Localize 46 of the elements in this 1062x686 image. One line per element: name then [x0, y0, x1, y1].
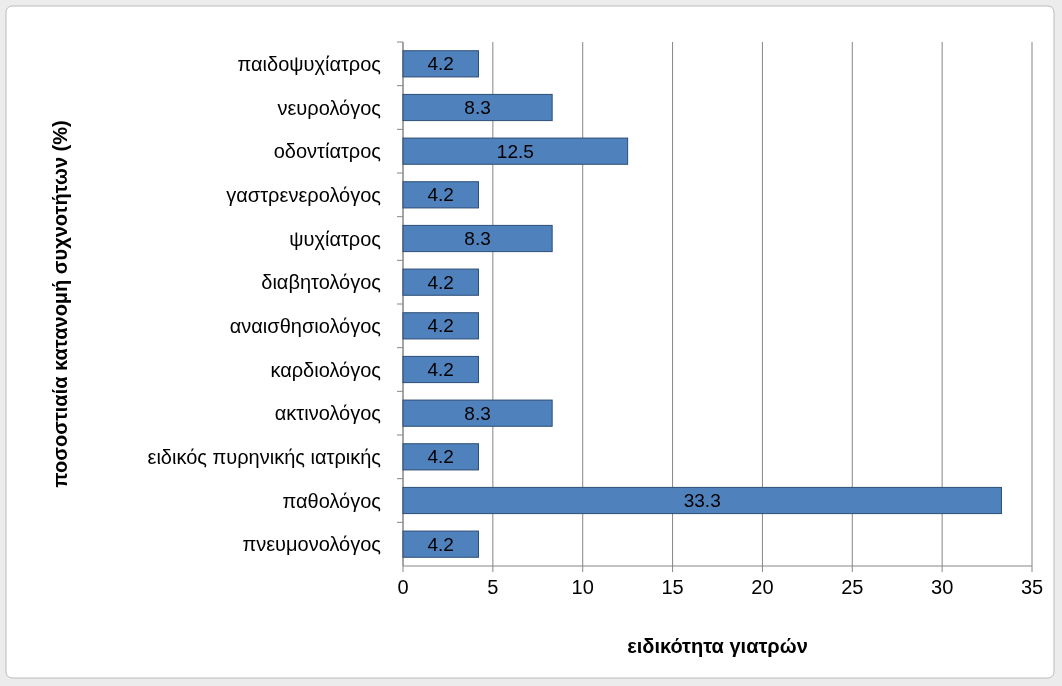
bar	[402, 399, 553, 427]
y-tick-label: διαβητολόγος	[261, 271, 382, 294]
data-label: 4.2	[427, 271, 454, 293]
x-tick-label: 5	[487, 576, 499, 598]
y-tick-label: ειδικός πυρηνικής ιατρικής	[147, 445, 382, 468]
x-tick-label: 25	[841, 576, 864, 598]
bar	[402, 355, 479, 384]
y-tick-label: οδοντίατρος	[273, 140, 382, 163]
data-label: 4.2	[427, 53, 454, 75]
x-tick-label: 0	[397, 576, 409, 598]
y-tick-label: ακτινολόγος	[274, 402, 382, 425]
data-label: 4.2	[427, 184, 454, 206]
data-label: 8.3	[464, 402, 491, 424]
x-tick-label: 15	[661, 576, 684, 598]
x-axis-title: ειδικότητα γιατρών	[627, 635, 808, 657]
data-label: 12.5	[496, 140, 534, 162]
bar	[402, 93, 553, 122]
bar	[402, 486, 1002, 515]
bar	[402, 137, 629, 165]
x-tick-label: 30	[931, 576, 954, 598]
x-tick-label: 35	[1020, 576, 1044, 598]
data-label: 33.3	[683, 490, 721, 512]
x-tick-label: 10	[571, 576, 594, 598]
y-tick-label: γαστρενερολόγος	[226, 183, 382, 206]
y-tick-label: αναισθησιολόγος	[229, 314, 382, 337]
data-label: 4.2	[427, 533, 454, 555]
data-label: 4.2	[427, 359, 454, 381]
y-tick-label: νευρολόγος	[277, 96, 382, 119]
data-label: 4.2	[427, 315, 454, 337]
bar	[402, 224, 553, 253]
data-label: 8.3	[464, 228, 491, 250]
bar	[402, 312, 479, 340]
y-tick-label: παθολόγος	[282, 489, 382, 512]
bar	[402, 443, 479, 471]
y-axis-title: ποσοστιαία κατανομή συχνοτήτων (%)	[49, 120, 71, 488]
y-tick-label: ψυχίατρος	[289, 227, 382, 250]
bar	[402, 50, 479, 78]
y-tick-label: παιδοψυχίατρος	[237, 52, 382, 75]
bar	[402, 268, 479, 296]
data-label: 4.2	[427, 446, 454, 468]
y-tick-label: πνευμονολόγος	[242, 533, 382, 556]
y-tick-label: καρδιολόγος	[270, 358, 382, 381]
bar	[402, 530, 479, 558]
bar	[402, 181, 479, 209]
data-label: 8.3	[464, 97, 491, 119]
x-tick-label: 20	[751, 576, 774, 598]
